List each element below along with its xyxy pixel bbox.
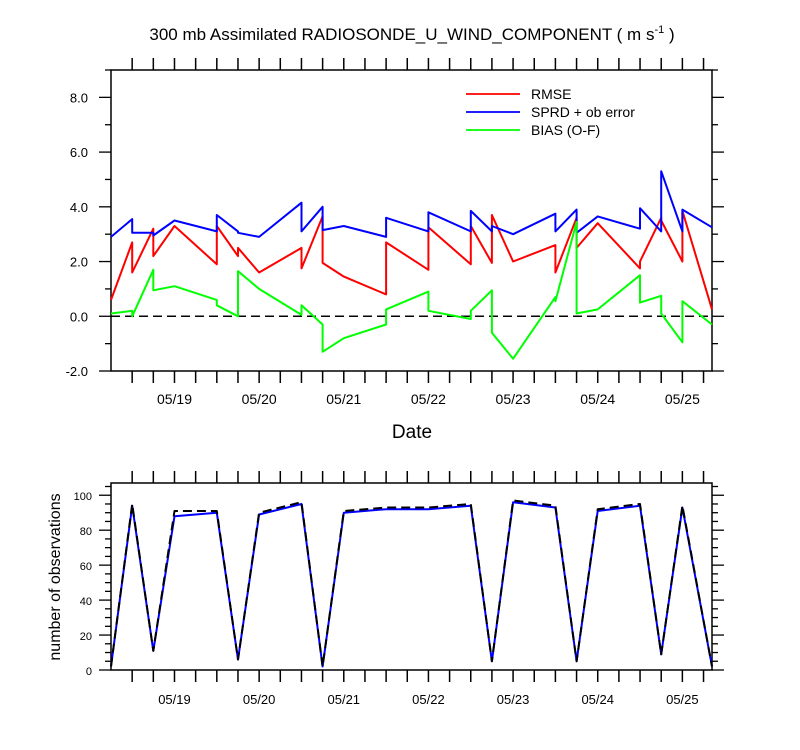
top-x-tick-label: 05/21 <box>326 391 361 407</box>
bottom-series <box>110 499 713 668</box>
top-y-tick-label: 4.0 <box>70 200 88 215</box>
bottom-x-tick-label: 05/20 <box>243 692 276 707</box>
top-y-tick-label: 8.0 <box>70 90 88 105</box>
bottom-y-tick-label: 0 <box>86 666 92 678</box>
top-x-tick-label: 05/22 <box>411 391 446 407</box>
bottom-x-tick-label: 05/19 <box>158 692 191 707</box>
bottom-panel: 05/19 05/20 05/21 05/22 05/23 05/24 05/25 0 20 40… <box>47 471 724 707</box>
legend-label-bias: BIAS (O-F) <box>531 122 600 138</box>
legend-label-rmse: RMSE <box>531 86 571 102</box>
chart-title: 300 mb Assimilated RADIOSONDE_U_WIND_COM… <box>149 24 674 44</box>
bottom-y-tick-label: 40 <box>80 596 92 608</box>
bottom-plot-frame <box>110 482 713 671</box>
bottom-ticks: 05/19 05/20 05/21 05/22 05/23 05/24 05/25 0 20 40… <box>74 471 724 707</box>
top-series-sprd-ob-error <box>110 170 713 238</box>
top-x-tick-label: 05/19 <box>157 391 192 407</box>
top-y-tick-label: 0.0 <box>70 309 88 324</box>
chart-title-exponent: -1 <box>654 24 664 36</box>
legend: RMSE SPRD + ob error BIAS (O-F) <box>466 86 635 138</box>
top-plot-frame <box>110 69 713 372</box>
bottom-y-axis-label: number of observations <box>47 493 64 660</box>
top-y-tick-label: 2.0 <box>70 255 88 270</box>
top-series <box>110 170 713 360</box>
top-x-axis-label: Date <box>392 422 432 443</box>
bottom-y-tick-label: 20 <box>80 631 92 643</box>
chart-title-text: 300 mb Assimilated RADIOSONDE_U_WIND_COM… <box>149 25 654 44</box>
top-x-tick-label: 05/25 <box>665 391 700 407</box>
bottom-x-tick-label: 05/22 <box>412 692 445 707</box>
bottom-y-tick-label: 100 <box>74 491 92 503</box>
top-y-tick-label: 6.0 <box>70 145 88 160</box>
top-x-tick-label: 05/23 <box>496 391 531 407</box>
bottom-series-observations-used <box>110 501 713 668</box>
bottom-x-tick-label: 05/23 <box>497 692 530 707</box>
bottom-x-tick-label: 05/24 <box>581 692 614 707</box>
top-x-tick-label: 05/24 <box>580 391 615 407</box>
bottom-x-tick-label: 05/25 <box>666 692 699 707</box>
bottom-y-tick-label: 80 <box>80 526 92 538</box>
legend-label-sprd: SPRD + ob error <box>531 104 635 120</box>
bottom-series-observations-possible <box>110 499 713 668</box>
top-series-bias-o-f- <box>110 220 713 360</box>
top-x-tick-label: 05/20 <box>242 391 277 407</box>
top-ticks: 05/19 05/20 05/21 05/22 05/23 05/24 05/25 -2.0 0… <box>66 58 724 407</box>
bottom-x-tick-label: 05/21 <box>328 692 361 707</box>
top-panel: 05/19 05/20 05/21 05/22 05/23 05/24 05/25 -2.0 0… <box>66 58 724 443</box>
bottom-y-tick-label: 60 <box>80 561 92 573</box>
chart-title-close: ) <box>664 25 674 44</box>
top-y-tick-label: -2.0 <box>66 364 88 379</box>
